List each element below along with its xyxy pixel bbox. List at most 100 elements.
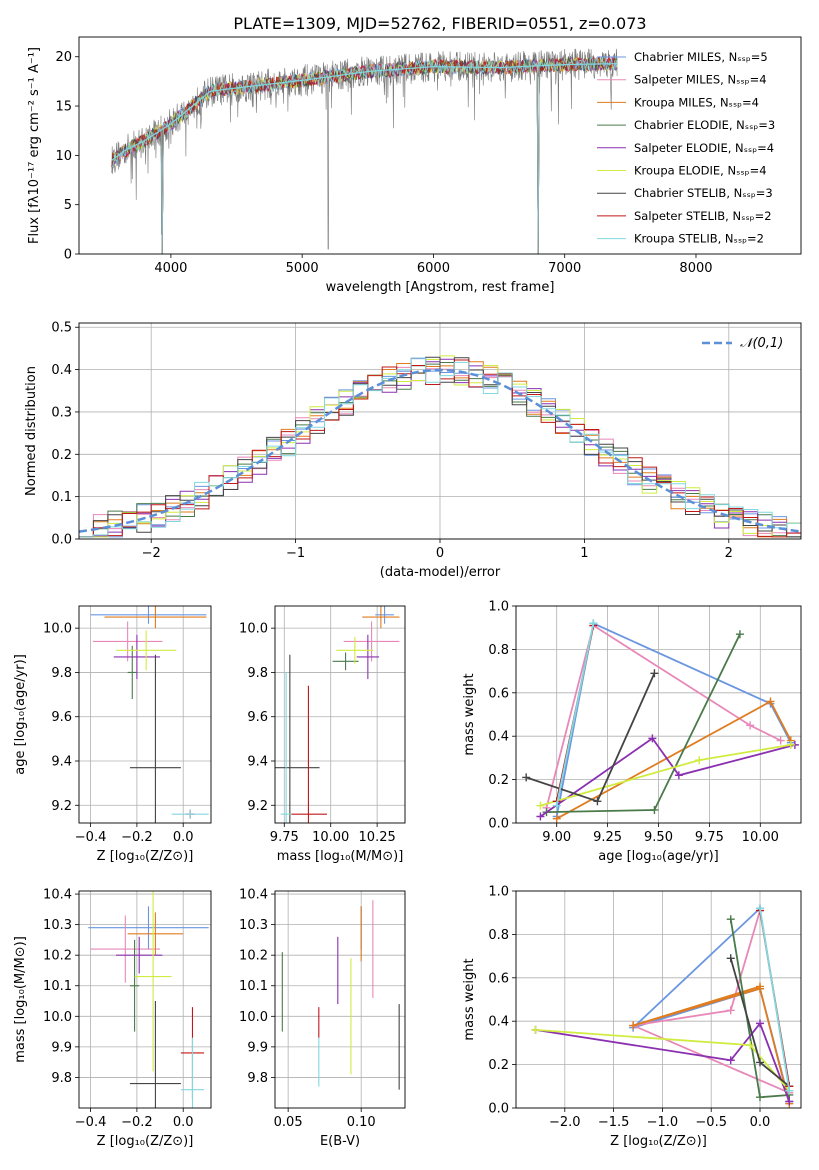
weight-marker-kroupa_stelib (756, 904, 765, 913)
y-tick-label: 10.0 (43, 622, 72, 637)
x-axis-label: Z [log₁₀(Z/Z⊙)] (610, 1134, 707, 1149)
age_vs_Z-plot-area (90, 606, 209, 823)
normal-curve (79, 368, 801, 533)
y-tick-label: 0.6 (488, 686, 509, 701)
x-tick-label: −1 (286, 546, 305, 561)
y-tick-label: 10.0 (239, 622, 268, 637)
y-tick-label: 15 (55, 100, 72, 115)
weight-marker-salpeter_elodie (648, 734, 657, 743)
spectrum-plot-area (111, 48, 618, 254)
weight-marker-kroupa_stelib (552, 801, 561, 810)
x-tick-label: −1.0 (647, 1115, 679, 1130)
weight-marker-kroupa_miles (766, 697, 775, 706)
axes-frame (274, 605, 406, 824)
legend-label-salpeter_miles: Salpeter MILES, Nₛₛₚ=4 (634, 73, 767, 87)
x-axis-label: mass [log₁₀(M/M⊙)] (277, 849, 404, 864)
y-tick-label: 10.2 (43, 949, 72, 964)
legend-label-kroupa_elodie: Kroupa ELODIE, Nₛₛₚ=4 (634, 164, 767, 178)
x-axis-label: wavelength [Angstrom, rest frame] (326, 280, 555, 295)
weight-marker-kroupa_stelib (589, 619, 598, 628)
legend-label-salpeter_stelib: Salpeter STELIB, Nₛₛₚ=2 (634, 209, 772, 223)
y-tick-label: 1.0 (488, 600, 509, 615)
x-axis-label: (data-model)/error (380, 565, 501, 580)
x-tick-label: 5000 (286, 261, 319, 276)
y-tick-label: 9.8 (51, 1071, 72, 1086)
axes-frame (78, 890, 212, 1109)
weight-line-salpeter_miles (545, 624, 781, 809)
weight-marker-chabrier_stelib (726, 954, 735, 963)
x-tick-label: 2 (725, 546, 733, 561)
x-tick-label: 0.0 (750, 1115, 771, 1130)
spectrum-model-line-kroupa_stelib (111, 56, 618, 254)
weight-marker-salpeter_miles (726, 1006, 735, 1015)
mass_vs_EBV-panel: 0.05 0.10 9.8 9.9 10.0 10.1 10.2 10.3 10.4 E(B-V) (239, 888, 406, 1149)
weight-marker-salpeter_elodie (674, 771, 683, 780)
y-axis-label: age [log₁₀(age/yr)] (13, 654, 28, 775)
y-tick-label: 10.2 (239, 949, 268, 964)
weight-marker-chabrier_stelib (650, 669, 659, 678)
y-tick-label: 10.4 (239, 888, 268, 903)
y-tick-label: 9.6 (51, 710, 72, 725)
weight-marker-salpeter_elodie (785, 1097, 794, 1106)
y-tick-label: 0.3 (51, 405, 72, 420)
legend-label-normal: 𝒩(0,1) (740, 336, 783, 351)
spectrum-model-line-kroupa_elodie (111, 56, 618, 254)
residuals-panel: −2 −1 0 1 2 0.0 0.1 0.2 0.3 0.4 0.5 𝒩(0,1) (data-mod… (24, 321, 802, 580)
y-tick-label: 9.9 (247, 1040, 268, 1055)
y-tick-label: 9.4 (247, 755, 268, 770)
weight-line-kroupa_miles (556, 700, 792, 820)
weight-marker-chabrier_stelib (756, 1058, 765, 1067)
age_vs_mass-plot-area (275, 606, 400, 823)
weight-marker-kroupa_miles (629, 1021, 638, 1030)
spectrum-model-line-chabrier_elodie (111, 56, 618, 254)
x-tick-label: 0 (436, 546, 444, 561)
legend-label-kroupa_miles: Kroupa MILES, Nₛₛₚ=4 (634, 95, 759, 109)
spectrum-model-line-salpeter_elodie (111, 57, 618, 254)
x-tick-label: 0.0 (173, 1115, 194, 1130)
weight-marker-kroupa_elodie (786, 740, 795, 749)
weight-marker-salpeter_elodie (536, 812, 545, 821)
spectrum-panel: 4000 5000 6000 7000 8000 0 5 10 15 20 Chabrier MIL… (27, 36, 802, 295)
x-axis-label: Z [log₁₀(Z/Z⊙)] (97, 1134, 194, 1149)
y-tick-label: 0.5 (51, 321, 72, 336)
weight-marker-kroupa_stelib (785, 1086, 794, 1095)
axes-frame (78, 605, 212, 824)
y-tick-label: 0.2 (488, 773, 509, 788)
x-tick-label: 9.75 (695, 830, 724, 845)
weight-marker-kroupa_elodie (536, 801, 545, 810)
spectrum-model-line-salpeter_stelib (111, 55, 618, 254)
y-tick-label: 9.2 (51, 799, 72, 814)
y-tick-label: 0.8 (488, 643, 509, 658)
age_vs_mass-panel: 9.75 10.00 10.25 9.2 9.4 9.6 9.8 10.0 mass [log₁… (239, 605, 406, 864)
weight-line-kroupa_stelib (759, 908, 791, 1091)
y-tick-label: 0.0 (488, 817, 509, 832)
weight-marker-salpeter_miles (776, 736, 785, 745)
age_vs_Z-panel: −0.4 −0.2 0.0 9.2 9.4 9.6 9.8 10.0 Z [log₁₀(Z/Z⊙… (13, 605, 212, 864)
y-tick-label: 10.3 (43, 918, 72, 933)
y-tick-label: 0.8 (488, 928, 509, 943)
spectrum-data-line (111, 48, 618, 250)
y-tick-label: 0.2 (488, 1058, 509, 1073)
x-tick-label: −2.0 (549, 1115, 581, 1130)
weight-marker-chabrier_elodie (726, 915, 735, 924)
x-tick-label: 10.25 (359, 830, 396, 845)
y-tick-label: 0.6 (488, 971, 509, 986)
y-tick-label: 9.8 (51, 666, 72, 681)
y-tick-label: 9.6 (247, 710, 268, 725)
legend-label-salpeter_elodie: Salpeter ELODIE, Nₛₛₚ=4 (634, 141, 774, 155)
x-tick-label: 7000 (548, 261, 581, 276)
spectrum-model-line-salpeter_miles (111, 55, 618, 254)
x-tick-label: 8000 (679, 261, 712, 276)
x-tick-label: −0.5 (695, 1115, 727, 1130)
y-tick-label: 10.4 (43, 888, 72, 903)
axes-frame (515, 605, 802, 824)
weight-marker-chabrier_elodie (735, 630, 744, 639)
weight-marker-chabrier_stelib (593, 797, 602, 806)
weight-marker-salpeter_elodie (726, 1056, 735, 1065)
x-tick-label: 9.25 (593, 830, 622, 845)
weight-marker-kroupa_elodie (695, 756, 704, 765)
y-tick-label: 9.4 (51, 755, 72, 770)
x-tick-label: −0.2 (121, 830, 153, 845)
weight-line-kroupa_elodie (540, 744, 791, 807)
